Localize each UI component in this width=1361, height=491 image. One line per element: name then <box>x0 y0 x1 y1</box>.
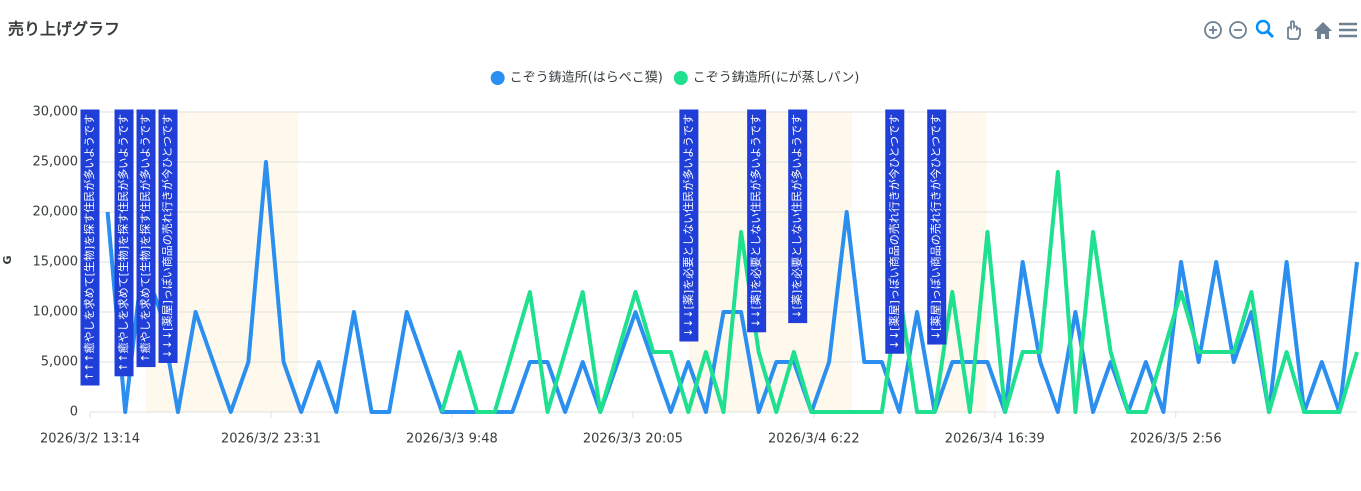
zoom-out-button[interactable] <box>1229 21 1247 39</box>
annotation-box <box>747 109 767 333</box>
legend-item[interactable]: こぞう鋳造所(にが蒸しパン) <box>673 70 860 86</box>
y-tick-label: 30,000 <box>33 105 79 120</box>
y-tick-label: 15,000 <box>33 255 79 270</box>
x-tick-label: 2026/3/2 13:14 <box>40 432 140 447</box>
annotation-label: ↓[薬屋]っぽい商品の売れ行きが今ひとつです <box>929 114 943 340</box>
y-tick-label: 0 <box>70 405 78 420</box>
annotation-box <box>80 109 100 386</box>
legend-label: こぞう鋳造所(にが蒸しパン) <box>693 70 860 86</box>
annotation-label: ↓↓[薬屋]っぽい商品の売れ行きが今ひとつです <box>887 114 901 349</box>
annotation-label: ↓[薬]を必要としない住民が多いようです <box>790 114 804 319</box>
menu-button[interactable] <box>1339 22 1357 38</box>
y-tick-label: 5,000 <box>41 355 78 370</box>
annotation-box <box>136 109 156 368</box>
legend-label: こぞう鋳造所(はらぺこ獏) <box>510 70 663 86</box>
x-tick-label: 2026/3/5 2:56 <box>1130 432 1222 447</box>
legend-marker <box>673 71 688 85</box>
legend-item[interactable]: こぞう鋳造所(はらぺこ獏) <box>490 70 663 86</box>
legend: こぞう鋳造所(はらぺこ獏) こぞう鋳造所(にが蒸しパン) <box>490 70 860 86</box>
annotation-box <box>158 109 178 363</box>
annotation-box <box>927 109 947 345</box>
chart-title: 売り上げグラフ <box>8 20 120 39</box>
x-tick-label: 2026/3/3 20:05 <box>583 432 683 447</box>
y-tick-label: 10,000 <box>33 305 79 320</box>
pan-button[interactable] <box>1287 20 1301 40</box>
x-tick-label: 2026/3/4 16:39 <box>945 432 1045 447</box>
toolbar <box>1204 19 1357 40</box>
y-axis-label: G <box>1 255 14 264</box>
legend-marker <box>490 71 505 85</box>
x-tick-label: 2026/3/4 6:22 <box>768 432 860 447</box>
annotation-box <box>885 109 905 354</box>
zoom-in-button[interactable] <box>1204 21 1222 39</box>
annotation-label: ↓↓↓[薬屋]っぽい商品の売れ行きが今ひとつです <box>160 114 174 358</box>
annotation-box <box>114 109 134 377</box>
x-tick-label: 2026/3/2 23:31 <box>221 432 321 447</box>
x-tick-label: 2026/3/3 9:48 <box>406 432 498 447</box>
annotation-box <box>679 109 699 342</box>
zoom-select-button[interactable] <box>1255 19 1275 39</box>
annotation-label: ↑癒やしを求めて[生物]を探す住民が多いようです <box>138 114 152 363</box>
annotation-label: ↑↑癒やしを求めて[生物]を探す住民が多いようです <box>116 114 130 372</box>
annotation-box <box>788 109 808 324</box>
annotation-label: ↓↓[薬]を必要としない住民が多いようです <box>749 114 763 328</box>
y-tick-label: 20,000 <box>33 205 79 220</box>
y-tick-label: 25,000 <box>33 155 79 170</box>
annotation-label: ↑↑↑癒やしを求めて[生物]を探す住民が多いようです <box>82 114 96 381</box>
reset-button[interactable] <box>1314 22 1332 39</box>
annotation-label: ↓↓↓[薬]を必要としない住民が多いようです <box>681 114 695 337</box>
